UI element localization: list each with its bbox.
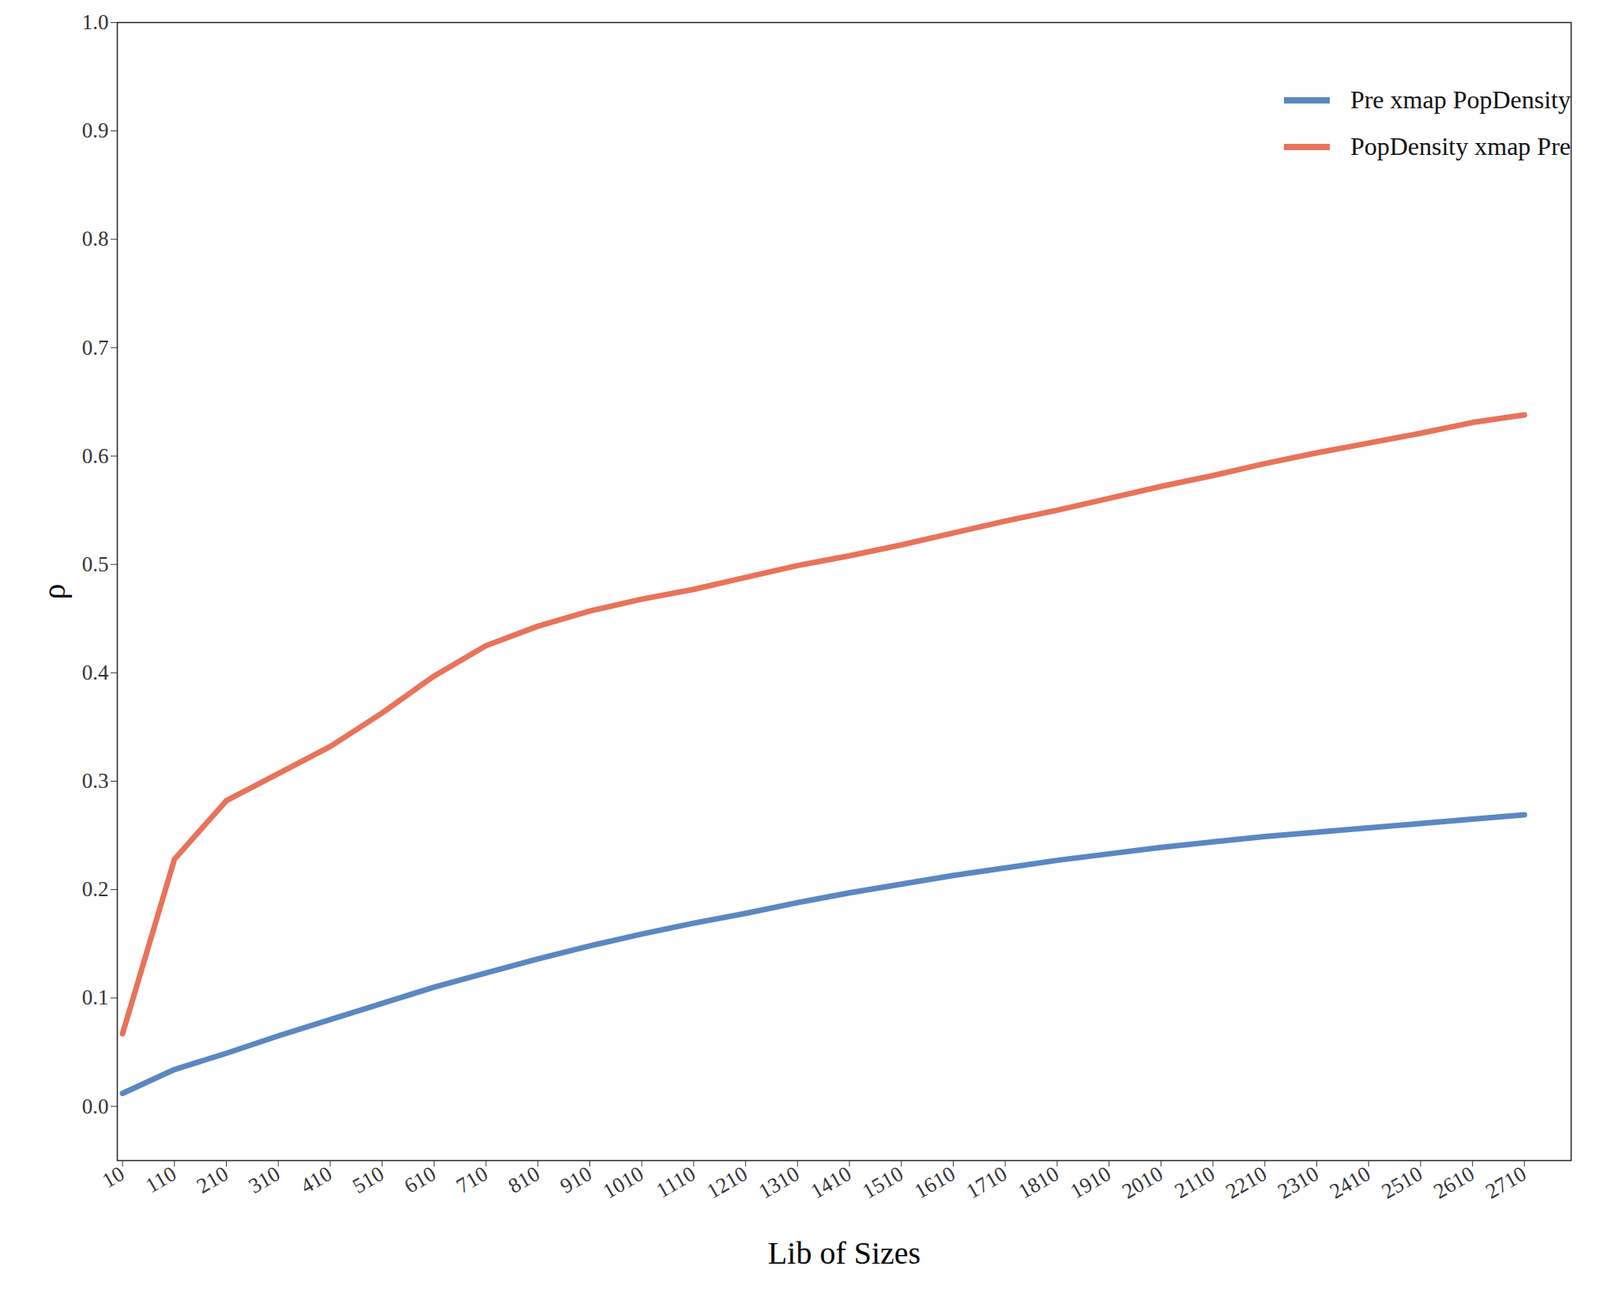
svg-text:0.9: 0.9 (82, 118, 110, 143)
svg-text:710: 710 (451, 1161, 492, 1198)
svg-text:910: 910 (556, 1161, 596, 1198)
svg-text:2610: 2610 (1429, 1161, 1479, 1204)
svg-text:1710: 1710 (962, 1161, 1012, 1204)
svg-text:0.2: 0.2 (82, 877, 110, 901)
svg-text:810: 810 (504, 1161, 544, 1198)
svg-text:Lib of Sizes: Lib of Sizes (768, 1234, 921, 1271)
svg-text:2210: 2210 (1221, 1161, 1271, 1204)
svg-text:310: 310 (244, 1161, 284, 1198)
svg-text:410: 410 (296, 1161, 336, 1198)
html-text:PopDensity xmap Pre: PopDensity xmap Pre (1350, 131, 1571, 161)
svg-text:2410: 2410 (1325, 1161, 1375, 1204)
svg-text:610: 610 (400, 1161, 441, 1198)
svg-text:0.0: 0.0 (82, 1094, 110, 1119)
svg-text:510: 510 (348, 1161, 388, 1198)
svg-text:0.5: 0.5 (82, 552, 110, 576)
svg-text:10: 10 (97, 1161, 128, 1193)
svg-text:2310: 2310 (1273, 1161, 1323, 1204)
svg-text:110: 110 (141, 1161, 181, 1198)
svg-text:1210: 1210 (702, 1161, 752, 1204)
svg-text:2510: 2510 (1377, 1161, 1427, 1204)
svg-text:0.3: 0.3 (82, 768, 110, 793)
svg-text:1110: 1110 (651, 1161, 700, 1203)
svg-text:1310: 1310 (754, 1161, 804, 1204)
svg-text:ρ: ρ (36, 583, 72, 600)
svg-text:0.8: 0.8 (82, 226, 110, 251)
svg-text:0.4: 0.4 (82, 660, 110, 685)
svg-text:0.1: 0.1 (82, 985, 110, 1009)
svg-text:0.7: 0.7 (82, 335, 110, 360)
svg-text:210: 210 (192, 1161, 233, 1198)
svg-text:2710: 2710 (1481, 1161, 1531, 1204)
svg-text:1810: 1810 (1013, 1161, 1063, 1204)
html-text:Pre xmap PopDensity: Pre xmap PopDensity (1350, 85, 1571, 114)
svg-text:1410: 1410 (806, 1161, 856, 1204)
svg-text:0.6: 0.6 (82, 444, 110, 468)
svg-text:2010: 2010 (1118, 1161, 1168, 1204)
svg-text:1910: 1910 (1065, 1161, 1115, 1204)
svg-text:1.0: 1.0 (82, 10, 110, 34)
svg-text:1010: 1010 (598, 1161, 648, 1204)
svg-text:1610: 1610 (910, 1161, 960, 1204)
svg-text:2110: 2110 (1170, 1161, 1219, 1203)
svg-text:1510: 1510 (858, 1161, 908, 1204)
